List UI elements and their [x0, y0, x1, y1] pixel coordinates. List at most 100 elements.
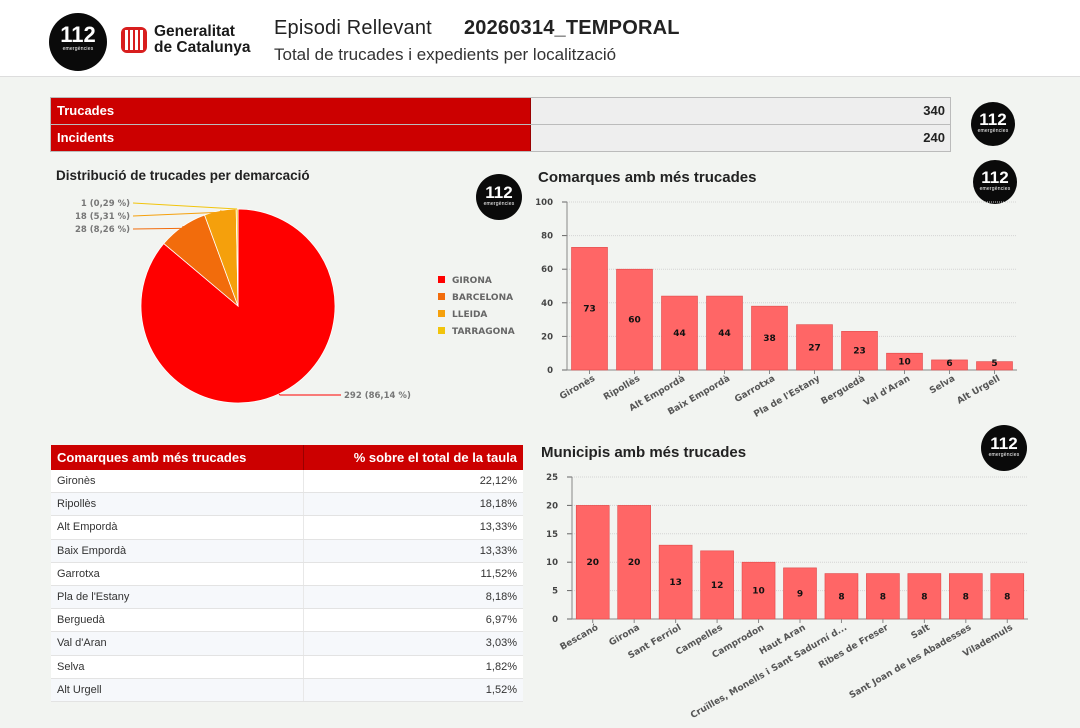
pie-leader-line: [132, 202, 238, 210]
table-row: Berguedà 6,97%: [51, 608, 523, 633]
y-tick-label: 20: [541, 332, 553, 342]
bar: [841, 331, 878, 371]
bar: [661, 295, 698, 371]
y-tick-label: 40: [541, 299, 553, 309]
legend-item-lleida: LLEIDA: [438, 310, 487, 320]
page-title: Episodi Rellevant 20260314_TEMPORAL: [274, 17, 680, 40]
bar: [990, 573, 1025, 620]
comarca-cell: Alt Urgell: [51, 678, 304, 702]
table-row: Baix Empordà 13,33%: [51, 539, 523, 563]
percent-cell: 1,52%: [302, 678, 523, 702]
bar-value-label: 73: [583, 305, 596, 315]
y-tick-label: 5: [552, 587, 558, 597]
112-logo-small: 112 emergències: [971, 102, 1015, 146]
bar-value-label: 8: [880, 592, 886, 602]
y-tick-label: 80: [541, 232, 553, 242]
comarca-cell: Garrotxa: [51, 562, 304, 586]
percent-cell: 22,12%: [302, 470, 523, 494]
bar-value-label: 10: [898, 358, 911, 368]
table-row: Ripollès 18,18%: [51, 492, 523, 517]
percent-cell: 13,33%: [302, 515, 523, 540]
table-row: Val d'Aran 3,03%: [51, 631, 523, 656]
pie-label-barcelona: 28 (8,26 %): [75, 225, 130, 235]
summary-value: 340: [923, 103, 945, 118]
comarques-table: Comarques amb més trucades % sobre el to…: [51, 445, 523, 702]
bar-value-label: 44: [673, 329, 686, 339]
header: 112 emergències Generalitat de Catalunya…: [0, 0, 1080, 77]
episode-title: Episodi Rellevant: [274, 17, 432, 39]
bar: [617, 505, 651, 620]
x-category-label: Bescanó: [558, 622, 600, 653]
bar-value-label: 13: [669, 578, 682, 588]
column-header-percent: % sobre el total de la taula: [303, 445, 523, 470]
bar: [616, 268, 653, 371]
bar-value-label: 8: [963, 592, 969, 602]
column-header-comarca: Comarques amb més trucades: [51, 445, 304, 470]
percent-cell: 3,03%: [302, 631, 523, 656]
generalitat-emblem-icon: [121, 27, 147, 53]
bar-value-label: 12: [711, 581, 724, 591]
bar: [783, 567, 817, 620]
bar-value-label: 20: [586, 558, 599, 568]
pie-label-tarragona: 1 (0,29 %): [81, 199, 130, 209]
episode-code: 20260314_TEMPORAL: [463, 17, 680, 39]
legend-swatch: [438, 310, 445, 317]
comarca-cell: Selva: [51, 655, 304, 679]
pie-leader-line: [132, 210, 227, 217]
percent-cell: 11,52%: [302, 562, 523, 586]
legend-label: LLEIDA: [452, 310, 488, 320]
x-category-label: Ribes de Freser: [817, 623, 891, 671]
y-tick-label: 0: [547, 366, 553, 376]
table-row: Pla de l'Estany 8,18%: [51, 585, 523, 610]
summary-row-incidents: Incidents 240: [50, 124, 951, 152]
legend-swatch: [438, 276, 445, 283]
bar: [741, 561, 776, 620]
pie-chart-title: Distribució de trucades per demarcació: [56, 168, 310, 183]
y-tick-label: 20: [546, 501, 558, 511]
comarca-cell: Val d'Aran: [51, 631, 304, 656]
bar-value-label: 8: [1004, 592, 1010, 602]
y-tick-label: 60: [541, 265, 553, 275]
bar: [866, 573, 900, 620]
comarca-cell: Pla de l'Estany: [51, 585, 304, 610]
table-row: Alt Empordà 13,33%: [51, 515, 523, 540]
table-row: Alt Urgell 1,52%: [51, 678, 523, 702]
municipis-chart-title: Municipis amb més trucades: [541, 444, 747, 461]
y-tick-label: 25: [546, 473, 558, 483]
legend-swatch: [438, 293, 445, 300]
bar-value-label: 8: [921, 592, 927, 602]
table-row: Gironès 22,12%: [51, 470, 523, 494]
bar: [907, 573, 942, 620]
bar-value-label: 27: [808, 343, 821, 353]
summary-row-calls: Trucades 340: [50, 97, 951, 125]
bar: [575, 505, 610, 620]
comarca-cell: Berguedà: [51, 608, 304, 633]
legend-item-barcelona: BARCELONA: [438, 293, 513, 303]
bar-value-label: 23: [853, 347, 866, 357]
bar: [949, 573, 983, 620]
112-logo: 112 emergències: [49, 13, 107, 71]
bar-value-label: 6: [946, 359, 952, 369]
bar: [751, 305, 788, 371]
comarca-cell: Baix Empordà: [51, 539, 304, 563]
legend-label: TARRAGONA: [452, 327, 515, 337]
y-tick-label: 10: [546, 558, 558, 568]
legend-label: BARCELONA: [452, 293, 514, 303]
legend-swatch: [438, 327, 445, 334]
comarca-cell: Gironès: [51, 470, 304, 494]
legend-item-tarragona: TARRAGONA: [438, 327, 515, 337]
x-category-label: Girona: [608, 623, 642, 648]
bar-value-label: 5: [991, 359, 997, 369]
y-tick-label: 15: [546, 530, 558, 540]
bar: [824, 573, 859, 620]
bar: [571, 247, 608, 371]
112-logo-small: 112 emergències: [476, 174, 522, 220]
pie-leader-line: [132, 226, 209, 230]
summary-label: Trucades: [51, 98, 531, 124]
bar: [658, 544, 693, 620]
generalitat-line2: de Catalunya: [154, 39, 251, 56]
comarca-cell: Alt Empordà: [51, 515, 304, 540]
